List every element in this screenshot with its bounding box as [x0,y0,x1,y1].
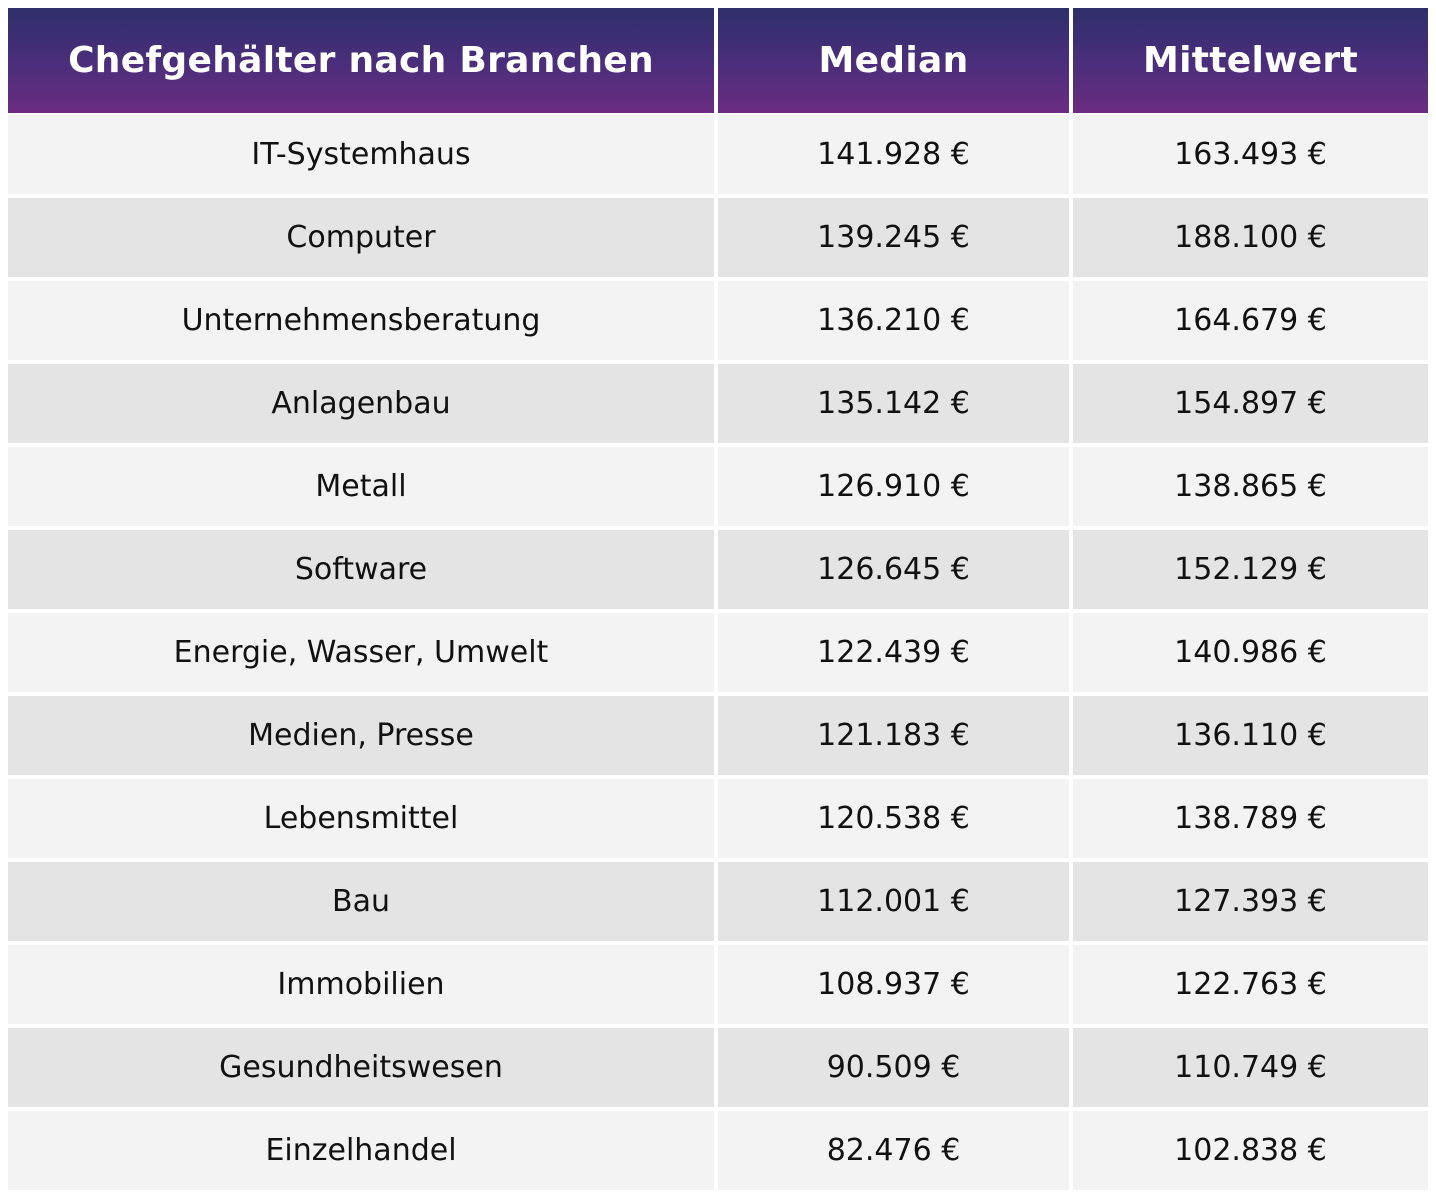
cell-median: 139.245 € [718,198,1069,277]
cell-median: 141.928 € [718,115,1069,194]
cell-mittelwert: 164.679 € [1073,281,1428,360]
cell-median: 126.910 € [718,447,1069,526]
cell-branche: Anlagenbau [8,364,714,443]
table-row: Metall 126.910 €138.865 € [8,447,1428,526]
cell-median: 90.509 € [718,1028,1069,1107]
cell-mittelwert: 102.838 € [1073,1111,1428,1190]
column-header-mittelwert: Mittelwert [1073,8,1428,113]
table-row: Energie, Wasser, Umwelt 122.439 €140.986 … [8,613,1428,692]
cell-median: 122.439 € [718,613,1069,692]
cell-median: 120.538 € [718,779,1069,858]
cell-median: 121.183 € [718,696,1069,775]
cell-median: 126.645 € [718,530,1069,609]
cell-median: 136.210 € [718,281,1069,360]
cell-median: 108.937 € [718,945,1069,1024]
table-row: Computer 139.245 €188.100 € [8,198,1428,277]
cell-mittelwert: 138.789 € [1073,779,1428,858]
cell-mittelwert: 110.749 € [1073,1028,1428,1107]
cell-branche: Gesundheitswesen [8,1028,714,1107]
cell-mittelwert: 140.986 € [1073,613,1428,692]
cell-branche: Bau [8,862,714,941]
table-row: Gesundheitswesen 90.509 €110.749 € [8,1028,1428,1107]
cell-branche: Computer [8,198,714,277]
cell-median: 112.001 € [718,862,1069,941]
cell-median: 82.476 € [718,1111,1069,1190]
cell-branche: Software [8,530,714,609]
table-header: Chefgehälter nach Branchen Median Mittel… [8,8,1428,113]
table-row: Einzelhandel 82.476 €102.838 € [8,1111,1428,1190]
cell-branche: Energie, Wasser, Umwelt [8,613,714,692]
cell-mittelwert: 188.100 € [1073,198,1428,277]
cell-branche: Lebensmittel [8,779,714,858]
cell-mittelwert: 136.110 € [1073,696,1428,775]
table-row: Medien, Presse 121.183 €136.110 € [8,696,1428,775]
cell-branche: Einzelhandel [8,1111,714,1190]
cell-branche: IT-Systemhaus [8,115,714,194]
table-row: Lebensmittel 120.538 €138.789 € [8,779,1428,858]
cell-mittelwert: 152.129 € [1073,530,1428,609]
salary-table: Chefgehälter nach Branchen Median Mittel… [8,8,1428,1194]
cell-branche: Immobilien [8,945,714,1024]
cell-mittelwert: 122.763 € [1073,945,1428,1024]
cell-median: 135.142 € [718,364,1069,443]
cell-branche: Unternehmensberatung [8,281,714,360]
table-row: Bau 112.001 €127.393 € [8,862,1428,941]
cell-mittelwert: 163.493 € [1073,115,1428,194]
table-row: Immobilien 108.937 €122.763 € [8,945,1428,1024]
cell-mittelwert: 127.393 € [1073,862,1428,941]
table-row: Unternehmensberatung 136.210 €164.679 € [8,281,1428,360]
cell-branche: Metall [8,447,714,526]
table-row: Software 126.645 €152.129 € [8,530,1428,609]
cell-mittelwert: 154.897 € [1073,364,1428,443]
table-body: IT-Systemhaus 141.928 €163.493 € Computer 1… [8,115,1428,1190]
table-row: Anlagenbau 135.142 €154.897 € [8,364,1428,443]
cell-branche: Medien, Presse [8,696,714,775]
table-row: IT-Systemhaus 141.928 €163.493 € [8,115,1428,194]
cell-mittelwert: 138.865 € [1073,447,1428,526]
column-header-branche: Chefgehälter nach Branchen [8,8,714,113]
column-header-median: Median [718,8,1069,113]
